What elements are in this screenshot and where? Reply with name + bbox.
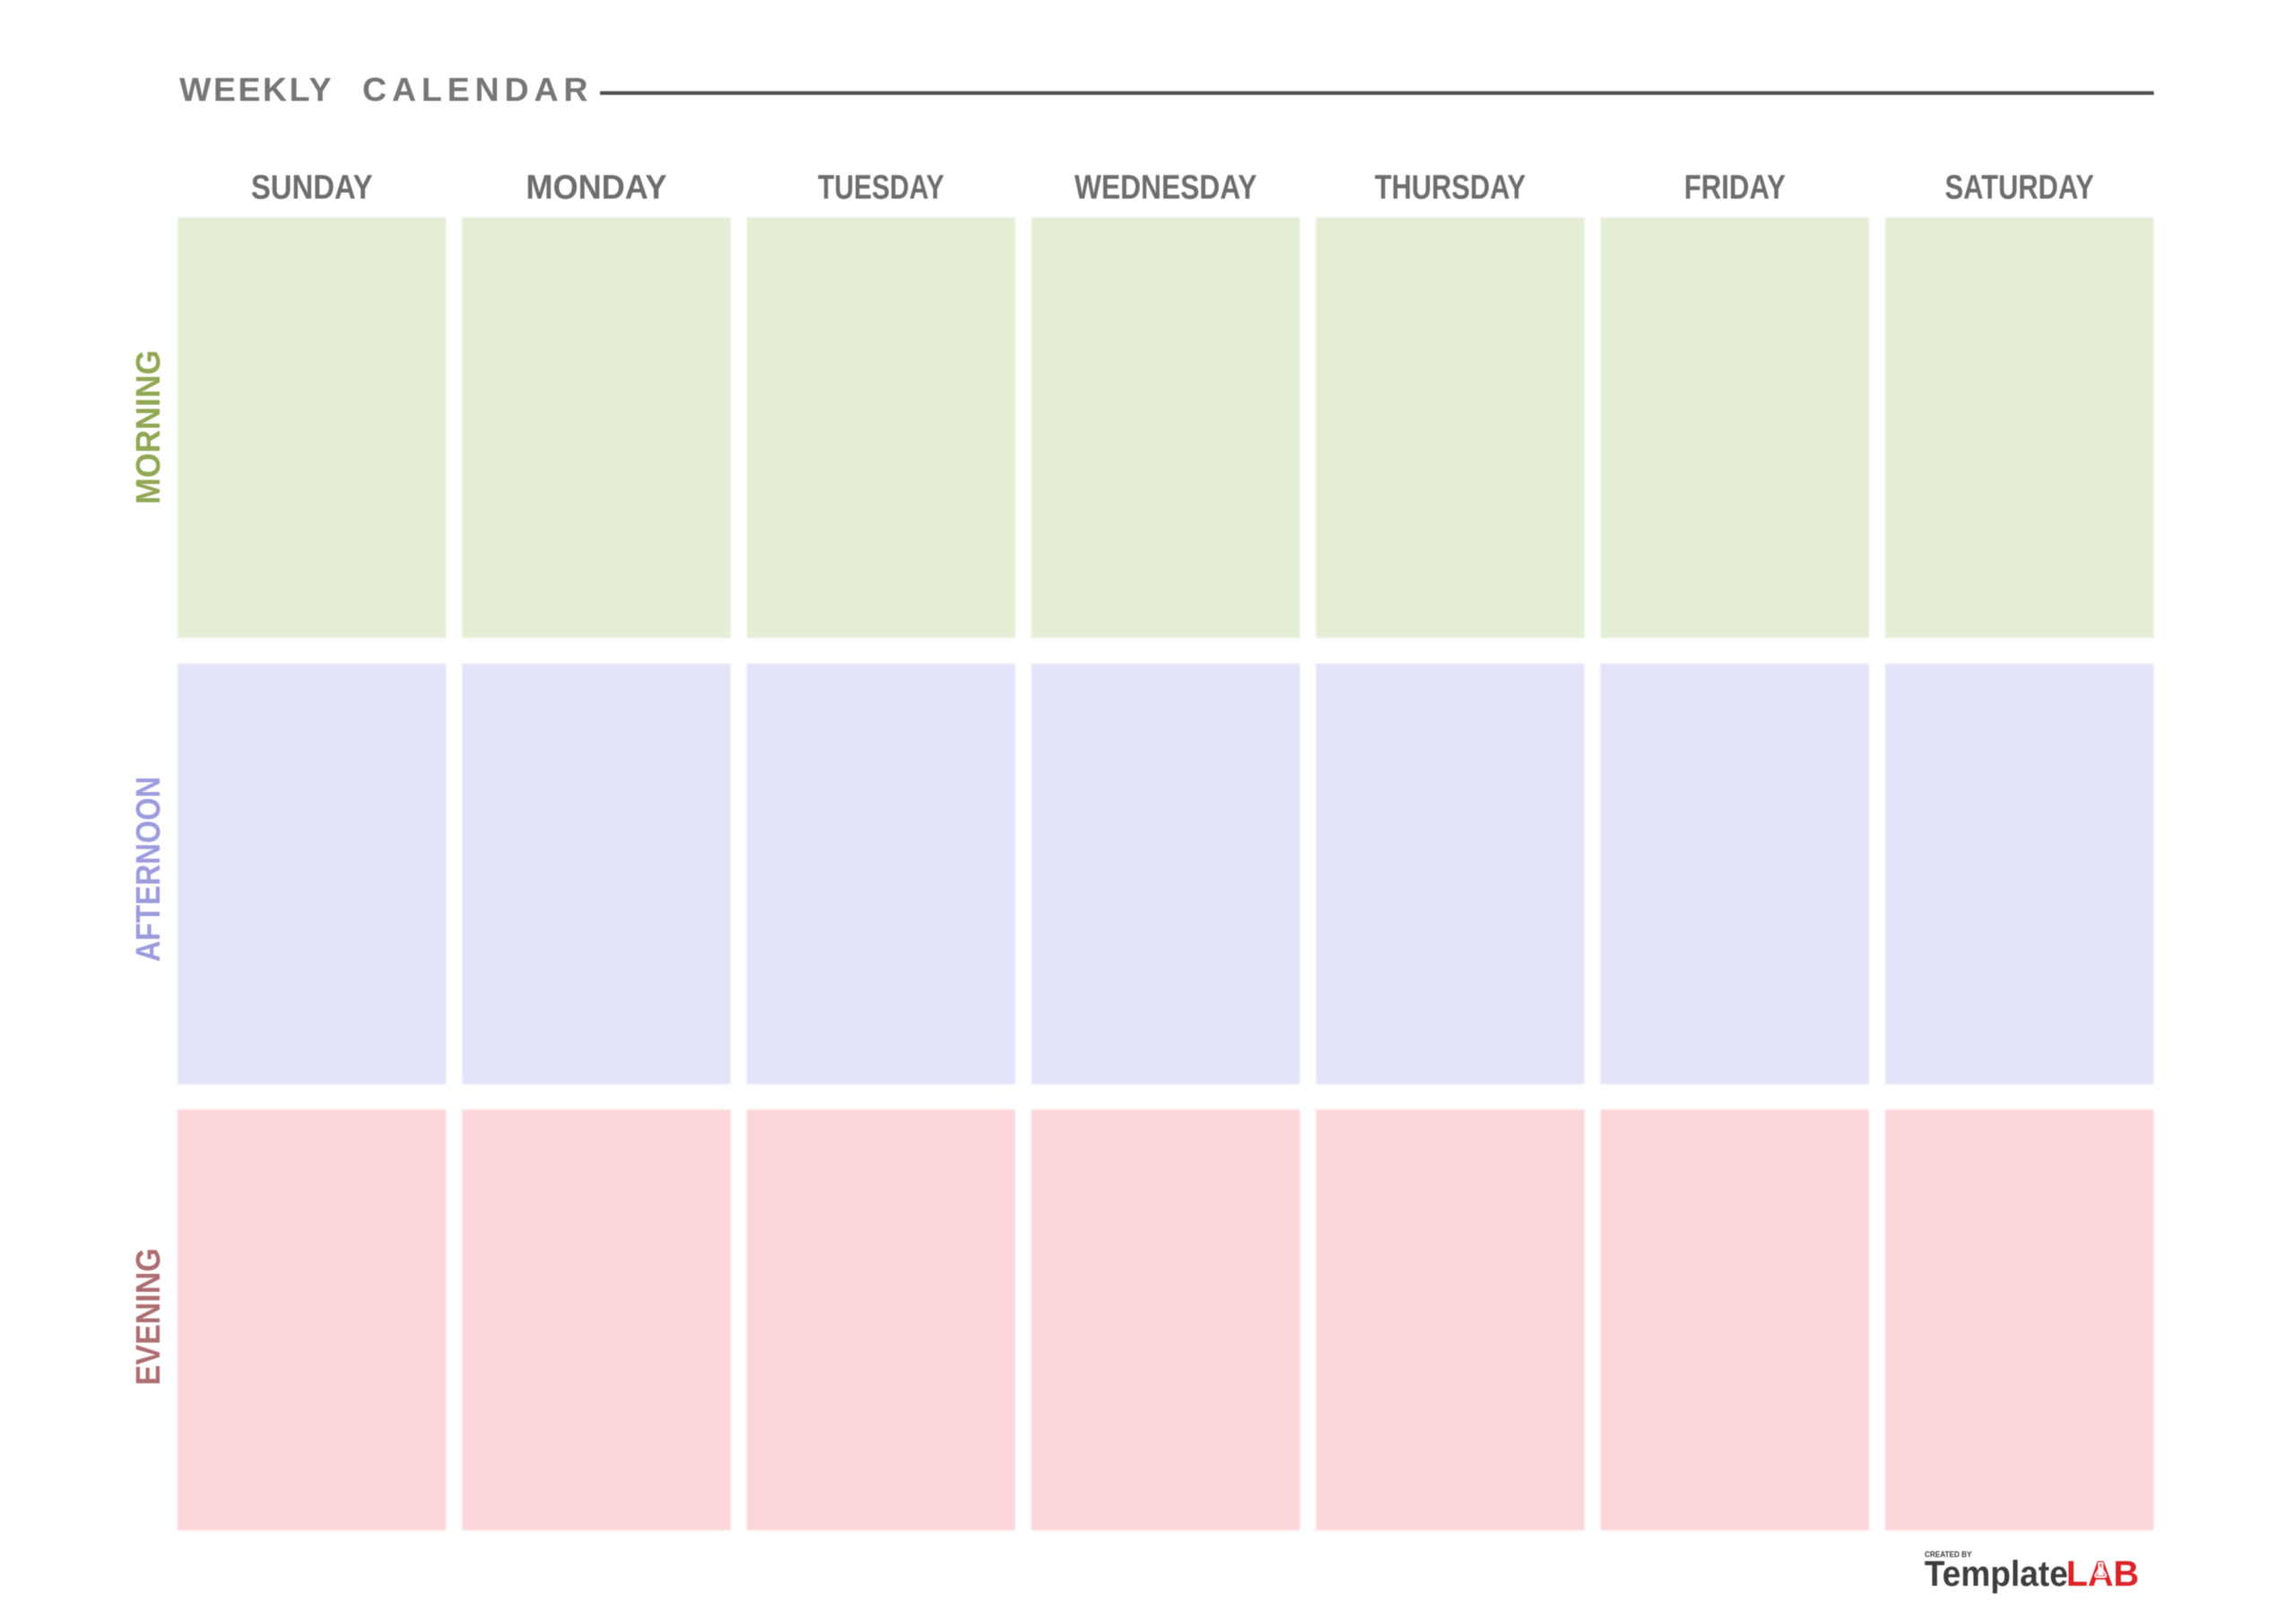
svg-text:SATURDAY: SATURDAY: [1945, 169, 2094, 207]
svg-text:CALENDAR: CALENDAR: [362, 70, 588, 108]
svg-text:WEEKLY: WEEKLY: [179, 70, 332, 108]
svg-text:FRIDAY: FRIDAY: [1684, 169, 1786, 207]
svg-text:TUESDAY: TUESDAY: [818, 169, 944, 206]
svg-text:AFTERNOON: AFTERNOON: [129, 777, 168, 962]
svg-text:Template: Template: [1925, 1554, 2068, 1594]
svg-text:WEDNESDAY: WEDNESDAY: [1074, 169, 1257, 206]
svg-text:SUNDAY: SUNDAY: [251, 168, 373, 206]
svg-text:EVENING: EVENING: [128, 1248, 167, 1385]
svg-text:MONDAY: MONDAY: [526, 168, 666, 206]
svg-text:MORNING: MORNING: [129, 350, 167, 504]
svg-text:LAB: LAB: [2066, 1554, 2139, 1593]
svg-text:CREATED BY: CREATED BY: [1925, 1549, 1972, 1558]
svg-text:THURSDAY: THURSDAY: [1375, 169, 1526, 207]
